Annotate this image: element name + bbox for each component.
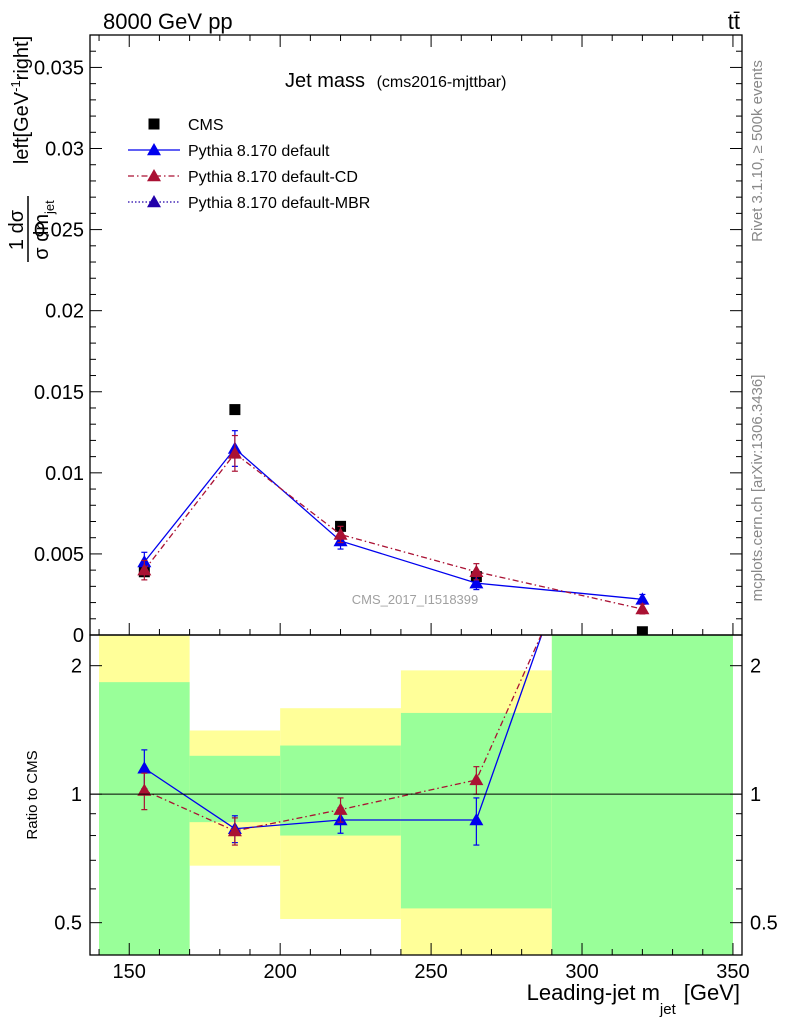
energy-label: 8000 GeV pp — [103, 9, 233, 34]
main-line-2 — [143, 452, 643, 610]
legend-marker — [147, 143, 161, 156]
ratio-marker — [333, 802, 348, 815]
main-series — [137, 404, 650, 635]
main-line-1 — [143, 447, 643, 600]
legend-label: Pythia 8.170 default-MBR — [188, 195, 370, 212]
process-label: tt̄ — [728, 9, 740, 34]
ratio-marker — [137, 783, 152, 796]
main-y-tick-label: 0.025 — [34, 220, 84, 242]
legend-entry-3: Pythia 8.170 default-MBR — [128, 195, 370, 212]
main-y-tick-label: 0.01 — [45, 463, 84, 485]
ratio-marker — [469, 772, 484, 786]
ratio-series — [137, 635, 543, 846]
main-y-axis: 0 0.005 0.01 0.015 0.02 0.025 0.03 0.035 — [34, 34, 742, 647]
legend-marker — [147, 195, 161, 208]
xlabel-main: Leading-jet m — [527, 980, 660, 1005]
rivet-label: Rivet 3.1.10, ≥ 500k events — [749, 60, 766, 242]
ratio-y-tick-label-right: 1 — [750, 784, 761, 806]
x-tick-label: 250 — [414, 961, 447, 983]
ratio-plot-frame — [89, 634, 743, 956]
mc-point-marker — [635, 592, 650, 605]
main-series-1 — [137, 430, 650, 605]
ratio-band-green-4 — [551, 635, 733, 955]
mc-point-marker — [469, 564, 484, 578]
ylabel-unit-sup: -1 — [8, 80, 23, 92]
ylabel-fraction-bottom: σ dmjet — [31, 200, 57, 260]
main-y-tick-label: 0 — [73, 625, 84, 647]
legend-label: Pythia 8.170 default-CD — [188, 169, 358, 186]
ratio-y-tick-label: 2 — [71, 656, 82, 678]
main-y-tick-label: 0.005 — [34, 544, 84, 566]
legend-marker — [147, 169, 161, 182]
ylabel-fraction-sub: jet — [42, 200, 57, 215]
ylabel-unit: left[GeV-1right] — [8, 36, 33, 164]
xlabel-unit: [GeV] — [684, 980, 740, 1005]
main-series-2 — [137, 434, 650, 615]
data-point-marker — [229, 404, 241, 416]
plot-title-subtitle: (cms2016-mjttbar) — [377, 74, 507, 91]
ratio-band-green-0 — [99, 682, 190, 955]
analysis-watermark: CMS_2017_I1518399 — [352, 592, 479, 607]
legend-entry-1: Pythia 8.170 default — [128, 143, 330, 160]
mcplots-label: mcplots.cern.ch [arXiv:1306.3436] — [749, 375, 766, 602]
ratio-y-axis: 0.5 0.5 1 1 2 2 — [54, 656, 778, 935]
mc-point-marker — [333, 527, 348, 540]
mc-point-marker — [227, 446, 242, 459]
ratio-y-tick-label: 1 — [71, 784, 82, 806]
main-y-axis-title: 1 dσ σ dmjet left[GeV-1right] — [6, 36, 57, 262]
x-tick-label: 350 — [716, 961, 749, 983]
legend-marker — [148, 118, 160, 130]
legend: CMS Pythia 8.170 default Pythia 8.170 defa… — [128, 117, 370, 212]
legend-label: CMS — [188, 117, 224, 134]
ratio-marker — [469, 812, 484, 826]
ratio-marker — [137, 761, 152, 774]
legend-entry-2: Pythia 8.170 default-CD — [128, 169, 358, 186]
main-y-tick-label: 0.035 — [34, 57, 84, 79]
ylabel-fraction-top: 1 dσ — [6, 209, 28, 250]
ratio-band-green-1 — [189, 755, 281, 823]
mc-point-marker — [137, 563, 152, 576]
x-tick-label: 300 — [565, 961, 598, 983]
x-tick-label: 150 — [113, 961, 146, 983]
xlabel-sub: jet — [659, 1001, 677, 1018]
plot-title: Jet mass (cms2016-mjttbar) — [285, 70, 506, 92]
mc-point-marker — [469, 576, 484, 589]
ratio-series-1 — [137, 635, 542, 846]
ratio-y-axis-title: Ratio to CMS — [24, 750, 41, 839]
main-y-tick-label: 0.02 — [45, 301, 84, 323]
ratio-marker — [227, 823, 242, 837]
ylabel-fraction-bottom-main: σ dm — [31, 214, 53, 260]
main-y-tick-label: 0.015 — [34, 382, 84, 404]
mc-point-marker — [635, 602, 650, 615]
ratio-y-tick-label-right: 2 — [750, 656, 761, 678]
ylabel-unit-main: left[GeV — [11, 91, 33, 164]
legend-label: Pythia 8.170 default — [188, 143, 330, 160]
x-axis-title: Leading-jet mjet [GeV] — [527, 980, 740, 1018]
plot-title-main: Jet mass — [285, 70, 365, 92]
ylabel-unit-end: right] — [11, 36, 33, 80]
ratio-y-tick-label-right: 0.5 — [750, 913, 778, 935]
main-y-tick-label: 0.03 — [45, 139, 84, 161]
ratio-y-tick-label: 0.5 — [54, 913, 82, 935]
x-axis: 150 200 250 300 350 — [98, 35, 750, 983]
x-tick-label: 200 — [263, 961, 296, 983]
legend-entry-0: CMS — [148, 117, 224, 134]
